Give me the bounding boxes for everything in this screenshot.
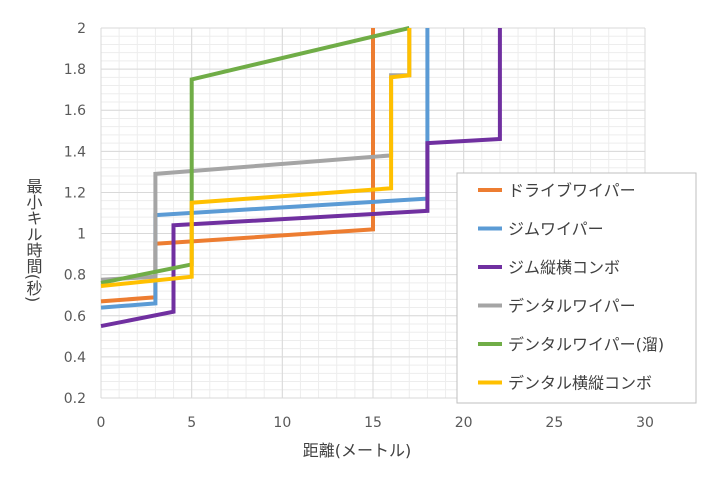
x-tick-label: 20 [455, 415, 473, 431]
legend-label: デンタル横縦コンボ [508, 374, 652, 393]
legend-label: ジムワイパー [508, 220, 604, 239]
series-line [100, 26, 410, 285]
y-axis-title: 最小キル時間(秒) [24, 178, 43, 302]
y-tick-label: 1 [77, 227, 86, 243]
x-tick-labels: 0 5 10 15 20 25 30 [97, 415, 654, 431]
y-tick-label: 0.4 [64, 350, 86, 366]
x-tick-label: 15 [364, 415, 382, 431]
x-tick-label: 5 [187, 415, 196, 431]
x-tick-label: 10 [273, 415, 291, 431]
x-tick-label: 0 [97, 415, 106, 431]
x-tick-label: 25 [545, 415, 563, 431]
y-tick-label: 0.6 [64, 309, 86, 325]
y-tick-labels: 0.2 0.4 0.6 0.8 1 1.2 1.4 1.6 1.8 2 [64, 21, 86, 407]
y-tick-label: 1.8 [64, 62, 86, 78]
legend-box [456, 172, 697, 404]
legend-label: ジム縦横コンボ [508, 258, 620, 277]
legend-label: デンタルワイパー(溜) [508, 335, 664, 354]
y-tick-label: 1.6 [64, 103, 86, 119]
x-tick-label: 30 [636, 415, 654, 431]
legend-label: ドライブワイパー [508, 181, 636, 200]
series-line [100, 28, 412, 288]
y-tick-label: 0.2 [64, 391, 86, 407]
series-layer [100, 26, 502, 329]
y-tick-label: 1.2 [64, 185, 86, 201]
y-tick-label: 2 [77, 21, 86, 37]
legend-label: デンタルワイパー [508, 297, 636, 316]
y-tick-label: 1.4 [64, 144, 86, 160]
series-line [100, 28, 502, 329]
legend: ドライブワイパージムワイパージム縦横コンボデンタルワイパーデンタルワイパー(溜)… [456, 172, 697, 404]
y-tick-label: 0.8 [64, 268, 86, 284]
x-axis-title: 距離(メートル) [303, 441, 412, 460]
